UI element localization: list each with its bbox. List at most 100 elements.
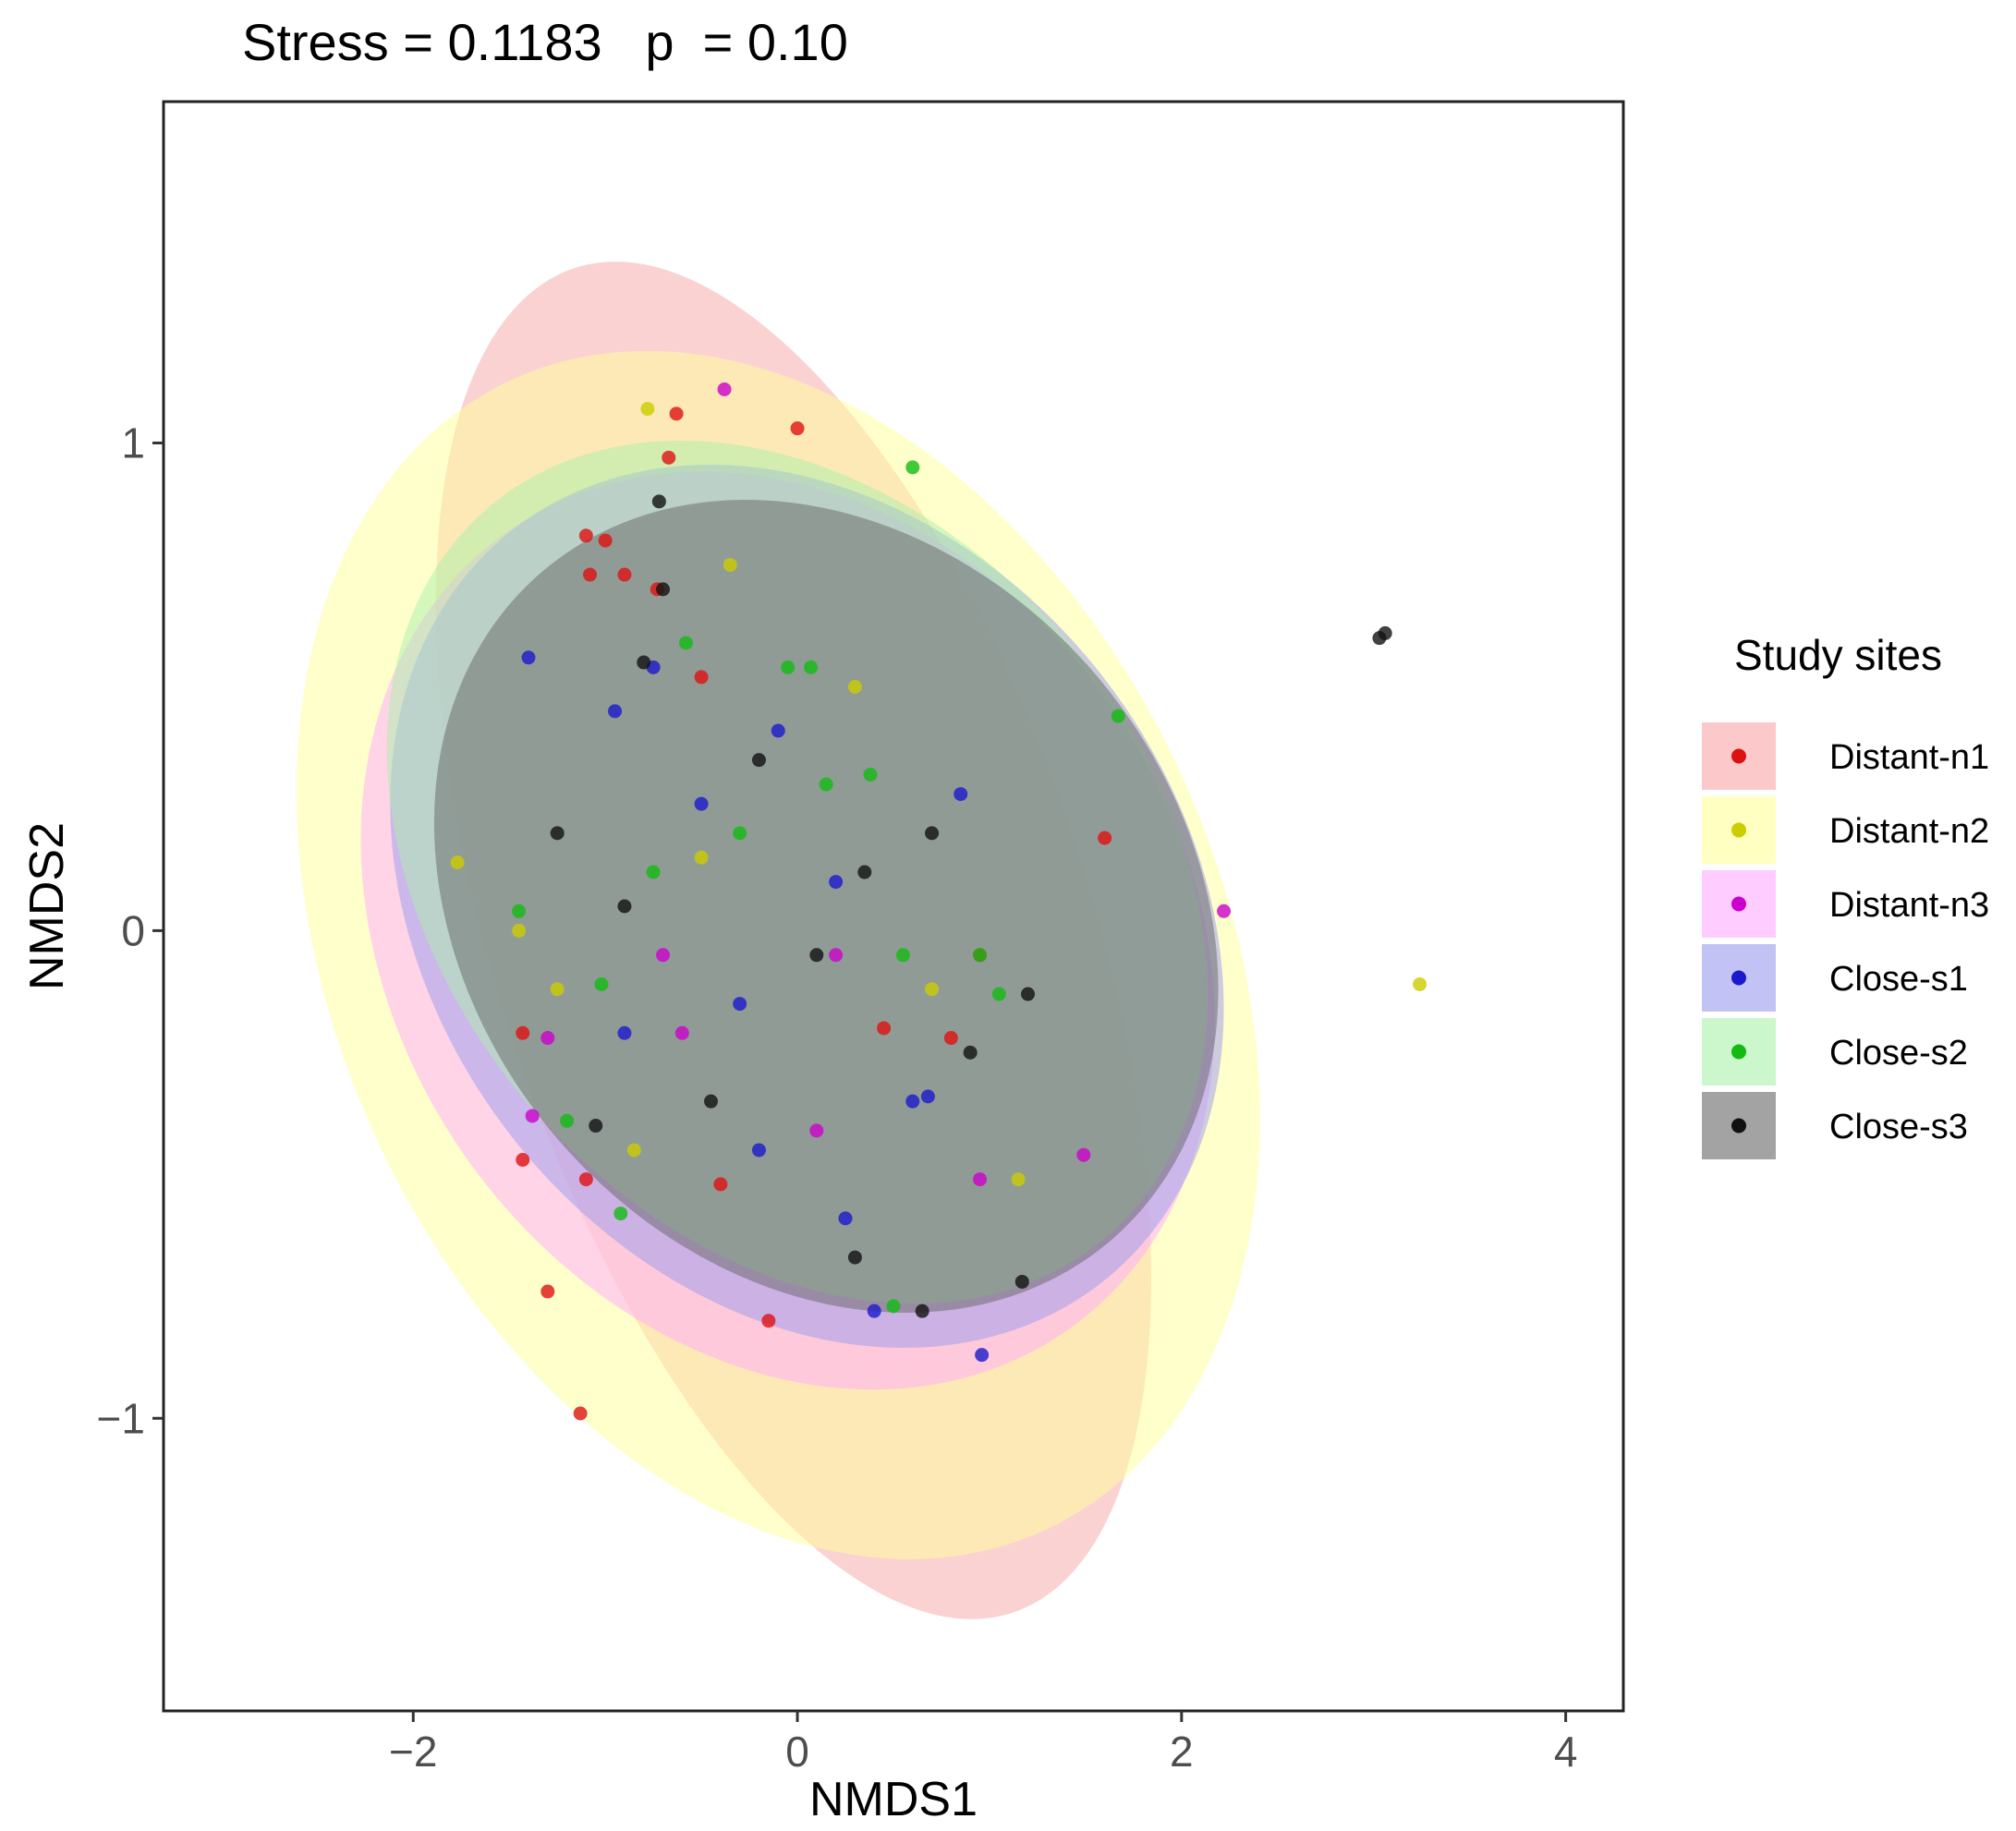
- x-axis-label: NMDS1: [809, 1773, 978, 1826]
- legend-label-Distant-n2: Distant-n2: [1829, 812, 1989, 851]
- point-Distant-n1-9: [1098, 831, 1112, 845]
- point-Distant-n2-7: [925, 982, 940, 997]
- point-Distant-n1-0: [669, 406, 684, 421]
- point-Distant-n1-6: [617, 567, 632, 582]
- point-Distant-n2-1: [723, 557, 737, 572]
- point-Close-s3-4: [550, 826, 565, 841]
- point-Distant-n1-11: [516, 1152, 530, 1167]
- point-Close-s2-9: [973, 948, 988, 963]
- plot-panel-border: [162, 100, 1625, 1713]
- point-Distant-n3-5: [973, 1172, 988, 1187]
- point-Close-s1-5: [694, 796, 709, 811]
- point-Close-s1-14: [867, 1304, 881, 1318]
- point-Distant-n1-18: [713, 1177, 728, 1192]
- point-Distant-n1-8: [694, 670, 709, 685]
- point-Distant-n2-0: [640, 402, 655, 417]
- point-Distant-n2-2: [1413, 976, 1427, 991]
- point-Close-s2-16: [594, 976, 609, 991]
- y-tick-label: 1: [121, 419, 145, 467]
- legend-dot-Close-s3: [1731, 1118, 1746, 1134]
- point-Close-s3-2: [651, 494, 666, 509]
- point-Close-s2-8: [512, 903, 527, 918]
- point-Distant-n1-14: [573, 1406, 588, 1421]
- point-Close-s2-3: [781, 660, 795, 674]
- x-tick-label: −2: [389, 1728, 437, 1776]
- point-Distant-n3-3: [540, 1031, 555, 1046]
- confidence-ellipses: [296, 261, 1260, 1619]
- chart-title: Stress = 0.1183 p = 0.10: [242, 13, 848, 71]
- point-Close-s1-12: [829, 875, 844, 890]
- point-Distant-n1-16: [877, 1021, 892, 1036]
- point-Distant-n1-2: [662, 450, 676, 465]
- point-Distant-n2-3: [450, 855, 465, 869]
- point-Distant-n1-17: [943, 1031, 958, 1046]
- legend-label-Close-s3: Close-s3: [1829, 1108, 1968, 1146]
- point-Close-s3-15: [589, 1119, 603, 1134]
- point-Close-s3-7: [915, 1304, 929, 1318]
- point-Close-s1-8: [905, 1094, 920, 1109]
- x-tick-label: 4: [1554, 1728, 1578, 1776]
- legend-dot-Close-s2: [1731, 1044, 1746, 1060]
- point-Close-s1-10: [751, 1143, 766, 1158]
- point-Close-s1-1: [521, 650, 536, 665]
- point-Close-s2-12: [733, 826, 747, 841]
- legend-dot-Close-s1: [1731, 970, 1746, 986]
- point-Close-s2-1: [1111, 709, 1125, 723]
- point-Close-s1-13: [617, 1025, 632, 1040]
- point-Distant-n2-9: [694, 850, 709, 865]
- point-Close-s1-7: [733, 997, 747, 1012]
- point-Distant-n2-6: [626, 1143, 641, 1158]
- point-Close-s3-3: [656, 582, 671, 597]
- point-Close-s2-7: [886, 1299, 901, 1314]
- point-Distant-n2-10: [847, 679, 862, 694]
- point-Close-s3-8: [847, 1250, 862, 1265]
- point-Close-s3-12: [617, 899, 632, 914]
- point-Distant-n1-3: [578, 528, 593, 543]
- point-Distant-n3-1: [1217, 903, 1232, 918]
- y-tick-label: −1: [97, 1394, 145, 1442]
- legend-label-Close-s1: Close-s1: [1829, 960, 1968, 999]
- point-Close-s1-3: [608, 704, 623, 719]
- point-Close-s1-0: [975, 1348, 990, 1363]
- point-Close-s3-5: [1021, 987, 1036, 1001]
- y-axis-label: NMDS2: [20, 822, 74, 990]
- point-Close-s1-9: [838, 1211, 853, 1226]
- point-Close-s3-1: [1378, 625, 1392, 640]
- legend-title: Study sites: [1734, 631, 1942, 679]
- x-axis: −2 0 2 4: [389, 1711, 1577, 1776]
- point-Close-s3-14: [704, 1094, 718, 1109]
- point-Distant-n2-5: [550, 982, 565, 997]
- point-Distant-n3-8: [674, 1025, 689, 1040]
- point-Distant-n3-2: [525, 1109, 540, 1123]
- x-tick-label: 2: [1170, 1728, 1194, 1776]
- point-Close-s2-13: [819, 777, 833, 792]
- point-Close-s2-15: [863, 767, 878, 782]
- point-Distant-n1-4: [598, 533, 613, 548]
- y-axis: −1 0 1: [97, 419, 164, 1442]
- legend-dot-Distant-n1: [1731, 748, 1746, 764]
- point-Close-s1-4: [953, 787, 968, 802]
- point-Close-s2-11: [895, 948, 910, 963]
- point-Distant-n3-6: [656, 948, 671, 963]
- point-Close-s2-14: [646, 865, 661, 879]
- point-Distant-n3-0: [717, 382, 732, 396]
- point-Distant-n3-7: [829, 948, 844, 963]
- point-Distant-n1-12: [578, 1172, 593, 1187]
- point-Close-s3-10: [751, 753, 766, 768]
- legend: Study sites Distant-n1 Distant-n2 Distant-…: [1702, 631, 1989, 1159]
- point-Close-s3-16: [963, 1045, 978, 1060]
- point-Distant-n1-1: [790, 421, 805, 436]
- point-Close-s2-0: [905, 460, 920, 475]
- y-tick-label: 0: [121, 906, 145, 954]
- legend-dot-Distant-n3: [1731, 896, 1746, 912]
- point-Distant-n1-13: [540, 1284, 555, 1299]
- point-Close-s2-6: [560, 1113, 575, 1128]
- point-Close-s2-4: [804, 660, 819, 674]
- point-Distant-n2-8: [1011, 1172, 1026, 1187]
- point-Close-s3-13: [925, 826, 940, 841]
- point-Distant-n2-4: [512, 923, 527, 938]
- point-Distant-n1-5: [583, 567, 598, 582]
- legend-label-Distant-n3: Distant-n3: [1829, 886, 1989, 925]
- point-Close-s3-17: [809, 948, 824, 963]
